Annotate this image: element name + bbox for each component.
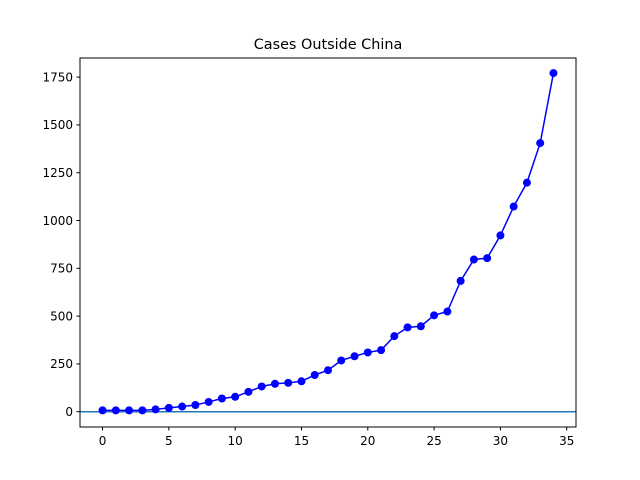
y-tick-label: 500 xyxy=(50,309,73,323)
data-point xyxy=(430,311,439,320)
data-point xyxy=(350,352,359,361)
data-point xyxy=(138,406,147,415)
chart-title: Cases Outside China xyxy=(254,37,403,53)
y-axis: 0 250 500 750 1000 1250 1500 1750 xyxy=(42,70,80,419)
data-point xyxy=(456,276,465,285)
y-tick-label: 750 xyxy=(50,262,73,276)
data-point xyxy=(125,406,134,415)
data-point xyxy=(310,371,319,379)
y-tick-label: 0 xyxy=(65,405,73,419)
data-point xyxy=(217,394,226,403)
data-point xyxy=(483,254,492,263)
x-tick-label: 0 xyxy=(99,434,107,448)
data-point xyxy=(377,346,386,355)
x-tick-label: 10 xyxy=(228,434,243,448)
data-point xyxy=(164,403,173,412)
data-point xyxy=(549,69,558,78)
plot-area xyxy=(80,69,576,415)
data-point xyxy=(111,406,120,415)
x-tick-label: 5 xyxy=(165,434,173,448)
data-point xyxy=(244,387,253,396)
y-tick-label: 1750 xyxy=(42,70,73,84)
data-point xyxy=(536,139,545,148)
x-tick-label: 35 xyxy=(559,434,574,448)
data-point xyxy=(191,401,200,410)
data-point xyxy=(443,307,452,316)
data-point xyxy=(178,402,187,411)
data-point xyxy=(231,392,240,401)
x-tick-label: 15 xyxy=(294,434,309,448)
data-point xyxy=(496,231,505,240)
x-tick-label: 20 xyxy=(360,434,375,448)
data-point xyxy=(390,332,399,341)
data-point xyxy=(416,322,425,331)
data-point xyxy=(297,377,306,386)
y-tick-label: 1250 xyxy=(42,166,73,180)
x-tick-label: 25 xyxy=(426,434,441,448)
data-point xyxy=(522,178,531,187)
axes-frame xyxy=(79,57,577,428)
data-point xyxy=(270,379,279,388)
y-tick-label: 1000 xyxy=(42,214,73,228)
data-point xyxy=(98,406,107,415)
data-point xyxy=(403,323,412,332)
data-point xyxy=(324,366,332,375)
data-point xyxy=(363,348,372,357)
data-point xyxy=(204,397,213,406)
data-point xyxy=(337,356,346,365)
y-tick-label: 1500 xyxy=(42,118,73,132)
data-point xyxy=(469,255,478,264)
y-tick-label: 250 xyxy=(50,357,73,371)
data-point xyxy=(257,382,266,391)
x-tick-label: 30 xyxy=(493,434,508,448)
data-point xyxy=(151,405,160,414)
data-point xyxy=(284,378,293,387)
x-axis: 0 5 10 15 20 25 30 35 xyxy=(99,427,574,448)
data-point xyxy=(509,202,518,211)
